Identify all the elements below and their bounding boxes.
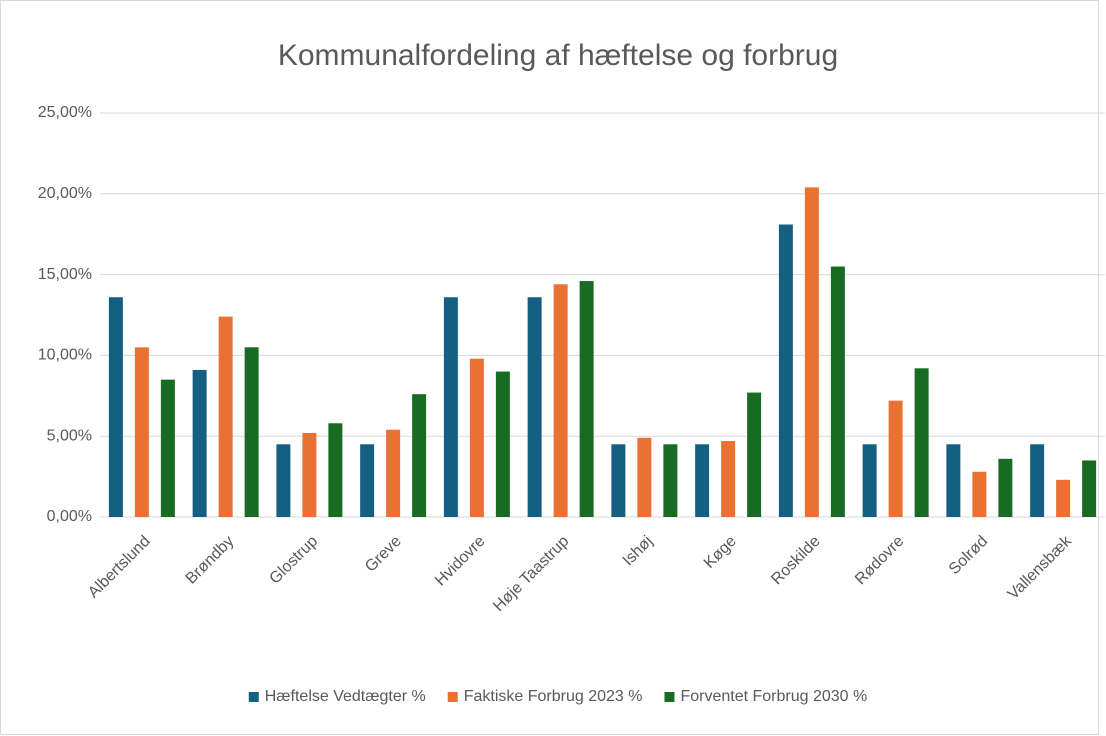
- y-tick-label: 25,00%: [38, 104, 92, 121]
- bar: [527, 297, 542, 517]
- legend-label: Forventet Forbrug 2030 %: [680, 688, 867, 705]
- bar: [134, 347, 149, 517]
- bar: [611, 444, 626, 517]
- y-tick-label: 20,00%: [38, 185, 92, 202]
- legend-label: Hæftelse Vedtægter %: [265, 688, 426, 705]
- bar: [579, 281, 594, 517]
- bar: [244, 347, 259, 517]
- bar: [328, 423, 343, 517]
- bar: [1082, 460, 1097, 517]
- bar: [830, 266, 845, 517]
- bar: [412, 394, 427, 517]
- legend-swatch: [248, 692, 259, 702]
- bar: [443, 297, 458, 517]
- bar: [276, 444, 291, 517]
- bar: [302, 432, 317, 517]
- bar: [495, 371, 510, 517]
- bar: [914, 368, 929, 517]
- bar: [1030, 444, 1045, 517]
- bar: [778, 224, 793, 517]
- y-tick-label: 15,00%: [38, 266, 92, 283]
- bar: [386, 429, 401, 517]
- bar: [1056, 479, 1071, 517]
- bar: [663, 444, 678, 517]
- y-tick-label: 0,00%: [47, 508, 92, 525]
- bar: [553, 284, 568, 517]
- bar: [888, 400, 903, 517]
- bar: [160, 379, 175, 517]
- bar: [804, 187, 819, 517]
- bar: [998, 458, 1013, 517]
- bar: [721, 441, 736, 517]
- bar: [972, 471, 987, 517]
- legend-label: Faktiske Forbrug 2023 %: [464, 688, 643, 705]
- bar: [695, 444, 710, 517]
- bar: [946, 444, 961, 517]
- bar: [637, 437, 652, 517]
- bar: [747, 392, 762, 517]
- legend-swatch: [664, 692, 675, 702]
- bar: [862, 444, 877, 517]
- chart-title: Kommunalfordeling af hæftelse og forbrug: [278, 39, 838, 72]
- y-tick-label: 10,00%: [38, 347, 92, 364]
- y-tick-label: 5,00%: [47, 427, 92, 444]
- bar: [218, 316, 233, 517]
- bar: [469, 358, 484, 517]
- bar: [360, 444, 375, 517]
- bar: [192, 369, 207, 517]
- bar: [108, 297, 123, 517]
- legend-swatch: [447, 692, 458, 702]
